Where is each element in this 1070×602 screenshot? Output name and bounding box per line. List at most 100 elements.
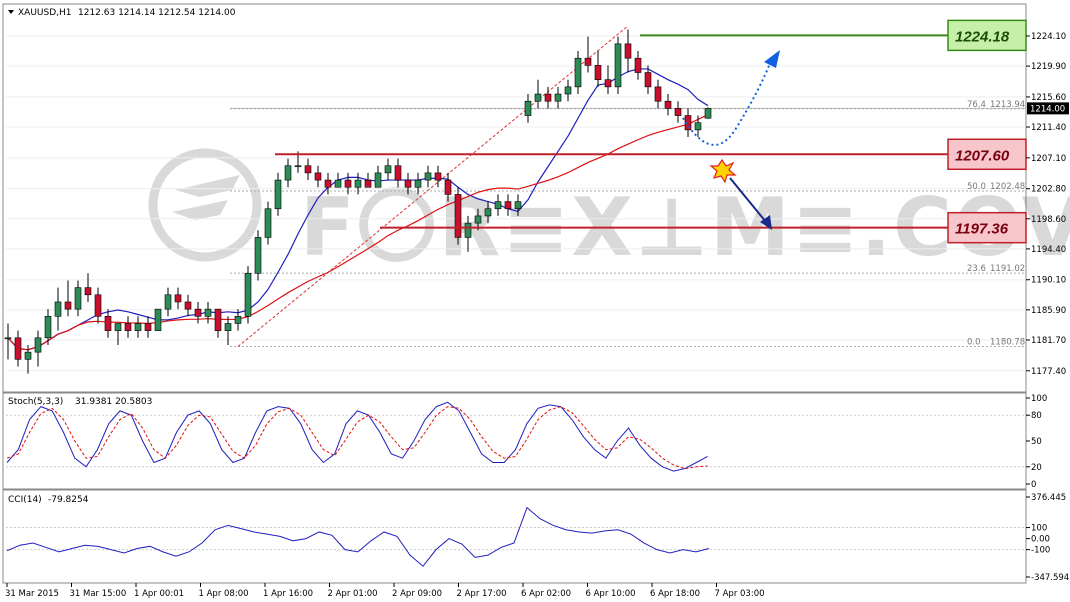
candle-body	[94, 294, 102, 317]
stoch-title: Stoch(5,3,3)	[8, 397, 63, 407]
candle	[394, 158, 402, 188]
candle-body	[54, 301, 62, 317]
fibo-value: 1202.48	[990, 182, 1025, 192]
candle	[544, 86, 552, 109]
candle-body	[374, 172, 382, 188]
candle-body	[214, 308, 222, 331]
candle-body	[524, 100, 532, 116]
candle	[64, 280, 72, 317]
candle-body	[44, 316, 52, 339]
candle-body	[504, 201, 512, 210]
y-tick-label: 376.445	[1031, 493, 1066, 503]
x-tick-label: 2 Apr 01:00	[328, 589, 378, 599]
candle-body	[614, 43, 622, 88]
candle	[324, 172, 332, 195]
candle-body	[574, 57, 582, 88]
chevron-down-icon[interactable]	[8, 10, 14, 14]
candle	[534, 79, 542, 109]
candle	[494, 194, 502, 216]
candle-body	[14, 337, 22, 360]
arrow-down-icon	[760, 215, 772, 230]
fibo-value: 1180.78	[990, 338, 1025, 348]
candle-body	[634, 57, 642, 73]
candle	[634, 51, 642, 80]
candle-body	[484, 208, 492, 217]
candle-body	[174, 294, 182, 303]
candle	[514, 194, 522, 216]
candle-body	[64, 301, 72, 310]
chart-header: XAUUSD,H1 1212.63 1214.14 1212.54 1214.0…	[8, 8, 236, 18]
candle	[654, 79, 662, 109]
x-tick-label: 1 Apr 16:00	[263, 589, 313, 599]
time-axis: 31 Mar 2015 31 Mar 15:00 1 Apr 00:01 1 Apr …	[5, 583, 765, 599]
candle-body	[4, 337, 12, 340]
candle-body	[564, 86, 572, 95]
candle	[524, 94, 532, 123]
breakout-burst-icon	[709, 158, 737, 184]
x-tick-label: 1 Apr 00:01	[134, 589, 184, 599]
key-levels: 1224.18 1207.60 1197.36	[275, 19, 1027, 244]
x-tick-label: 6 Apr 10:00	[586, 589, 636, 599]
candle	[344, 172, 352, 195]
candle	[504, 194, 512, 216]
candle	[584, 36, 592, 73]
candle	[614, 36, 622, 95]
candle	[134, 316, 142, 338]
candle	[464, 215, 472, 252]
candle	[104, 309, 112, 338]
candle-body	[434, 172, 442, 181]
candle-body	[384, 165, 392, 174]
candle-body	[584, 57, 592, 66]
fibo-trendline	[237, 25, 629, 347]
candle-body	[464, 222, 472, 238]
candle-body	[184, 301, 192, 310]
candle-body	[234, 316, 242, 324]
candle	[204, 301, 212, 324]
candlestick-series	[4, 29, 712, 374]
y-tick-label: 1190.10	[1031, 276, 1066, 286]
candle	[554, 86, 562, 109]
candle-body	[304, 165, 312, 174]
fibonacci-levels: 76.4 1213.94 50.0 1202.48 23.6 1191.02 0.0 1180…	[230, 25, 1026, 348]
y-tick-label: 100	[1031, 524, 1047, 534]
candle	[434, 165, 442, 188]
candle-body	[534, 93, 542, 102]
x-tick-label: 7 Apr 03:00	[715, 589, 765, 599]
fibo-label: 76.4	[967, 100, 986, 110]
x-tick-label: 31 Mar 15:00	[70, 589, 127, 599]
y-tick-label: 50	[1031, 437, 1042, 447]
fibo-value: 1213.94	[990, 100, 1025, 110]
candle-body	[104, 316, 112, 331]
y-tick-label: 1194.40	[1031, 245, 1066, 255]
candle-body	[554, 93, 562, 102]
candle	[274, 172, 282, 216]
candle-body	[24, 351, 32, 360]
candle	[384, 158, 392, 181]
candle-body	[224, 323, 232, 331]
candle-body	[294, 165, 302, 168]
candle-body	[424, 172, 432, 181]
candle-body	[654, 86, 662, 102]
candle	[624, 29, 632, 73]
y-tick-label: 1198.60	[1031, 215, 1066, 225]
candle	[444, 172, 452, 202]
candle-body	[494, 201, 502, 210]
ma-slow-line	[7, 114, 709, 351]
candle-body	[394, 165, 402, 181]
y-tick-label: 100	[1031, 394, 1047, 404]
candle-body	[154, 308, 162, 331]
candle-body	[114, 323, 122, 331]
candle-body	[514, 201, 522, 210]
candle-body	[454, 194, 462, 238]
candle	[34, 330, 42, 367]
candle	[24, 344, 32, 374]
candle-body	[404, 179, 412, 188]
y-tick-label: -100	[1031, 546, 1050, 556]
y-tick-label: 80	[1031, 411, 1042, 421]
candle	[284, 158, 292, 188]
y-tick-label: -347.5943	[1031, 573, 1070, 583]
candle	[164, 287, 172, 317]
